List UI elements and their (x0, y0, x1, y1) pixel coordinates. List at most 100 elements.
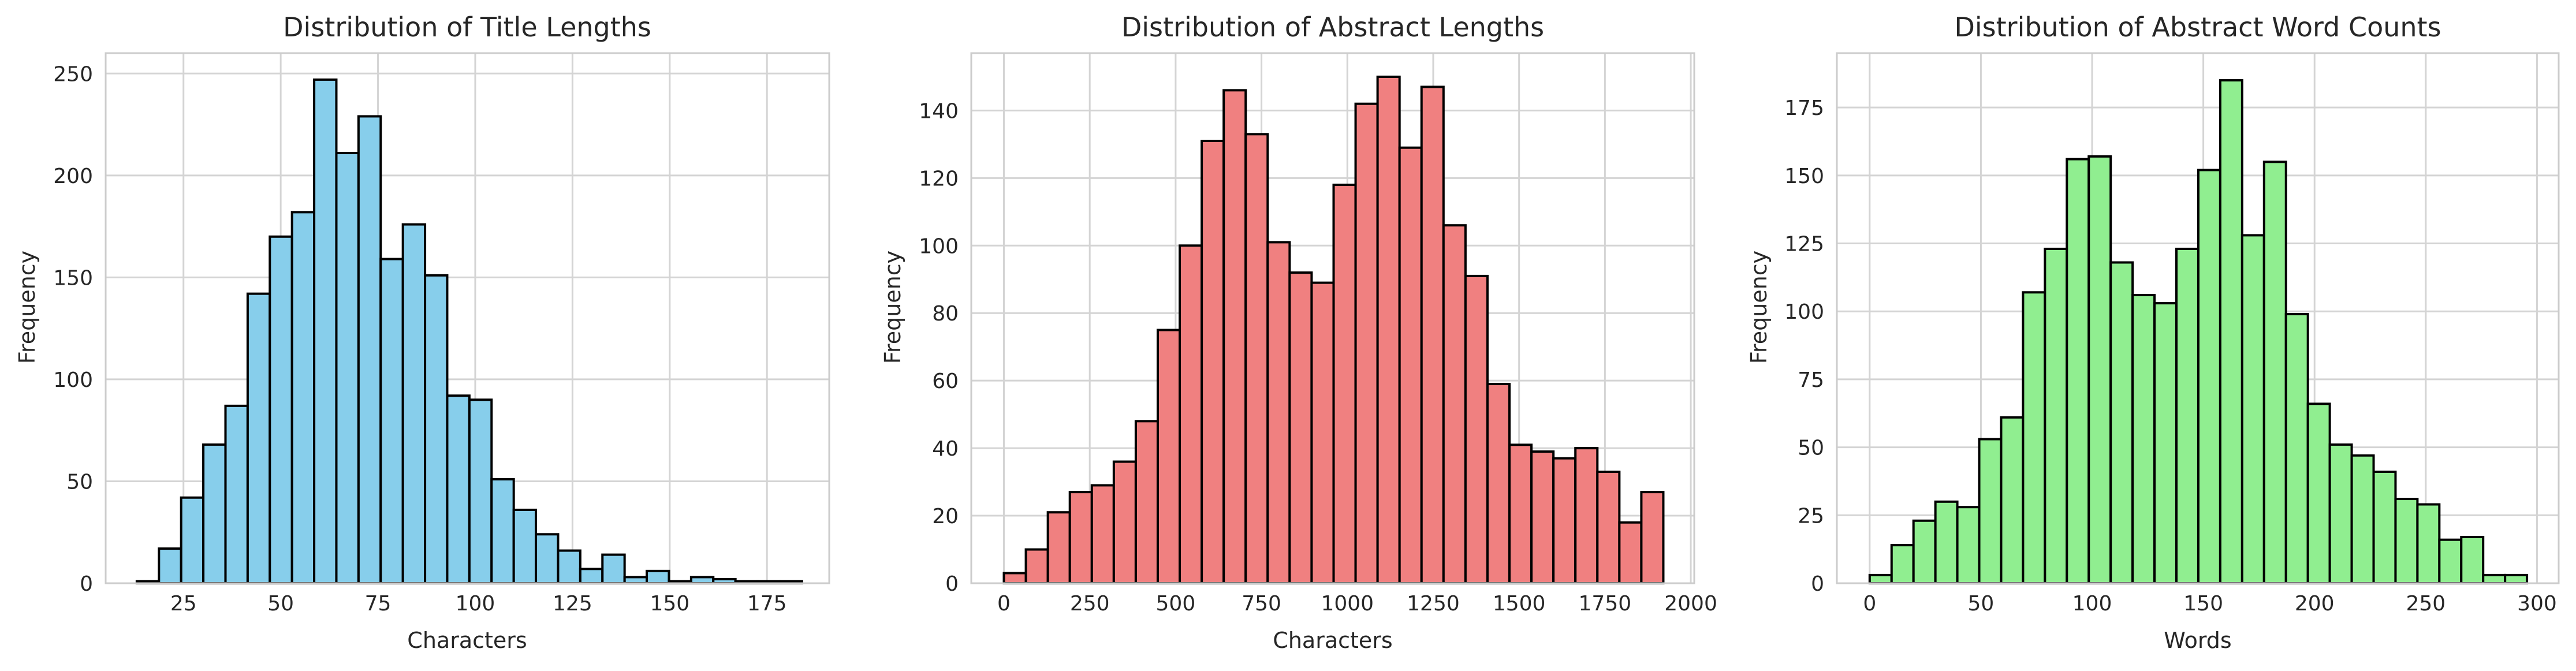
x-tick-label: 0 (997, 592, 1011, 616)
histogram-bar (424, 274, 449, 585)
histogram-bar (1508, 443, 1533, 584)
histogram-bar (1464, 274, 1489, 584)
x-tick-label: 150 (2183, 592, 2223, 616)
histogram-bar (2328, 443, 2353, 585)
y-axis-label: Frequency (14, 251, 40, 364)
subplot-abstract-word-counts: Distribution of Abstract Word Counts Wor… (1746, 12, 2560, 653)
histogram-bar (2000, 416, 2025, 584)
histogram-bar (2241, 234, 2265, 584)
y-tick-label: 100 (1784, 300, 1824, 324)
histogram-bar (1376, 75, 1401, 584)
x-tick-label: 75 (365, 592, 392, 616)
histogram-bar (313, 78, 338, 584)
histogram-bar (535, 533, 560, 584)
x-tick-label: 0 (1863, 592, 1876, 616)
x-tick-labels: 0 250 500 750 1000 1250 1500 1750 2000 (997, 592, 1717, 616)
histogram-bar (2372, 470, 2397, 584)
histogram-bar (1046, 511, 1071, 585)
histogram-bars (135, 78, 803, 585)
histogram-bar (379, 258, 404, 585)
histogram-bar (1024, 548, 1049, 585)
histogram-bar (2306, 402, 2331, 584)
y-tick-label: 100 (53, 368, 93, 392)
histogram-bar (2153, 302, 2178, 584)
histogram-bar (1912, 519, 1937, 585)
histogram-bar (2284, 312, 2309, 584)
histogram-bar (2022, 291, 2046, 584)
y-tick-label: 125 (1784, 233, 1824, 256)
y-axis-label: Frequency (1746, 251, 1772, 364)
histogram-bars (1868, 79, 2529, 585)
subplot-title-lengths: Distribution of Title Lengths Characters… (14, 12, 830, 653)
y-tick-labels: 0 50 100 150 200 250 (53, 62, 93, 596)
y-tick-labels: 0 25 50 75 100 125 150 175 (1784, 96, 1824, 596)
y-tick-label: 120 (919, 167, 959, 191)
histogram-bar (2131, 293, 2156, 584)
histogram-bar (1090, 484, 1115, 584)
histogram-bar (2482, 573, 2507, 585)
y-tick-label: 140 (919, 99, 959, 123)
histogram-bar (468, 398, 493, 584)
histogram-bar (490, 478, 515, 585)
histogram-bar (512, 508, 538, 585)
histogram-bar (1068, 491, 1093, 584)
x-tick-label: 150 (650, 592, 689, 616)
histogram-bar (401, 223, 427, 585)
histogram-bar (269, 235, 293, 584)
histogram-bar (1201, 140, 1225, 585)
y-tick-labels: 0 20 40 60 80 100 120 140 (919, 99, 959, 596)
histogram-bar (2460, 535, 2485, 585)
x-axis-label: Words (2164, 628, 2231, 653)
chart-title: Distribution of Title Lengths (283, 12, 651, 43)
histogram-bar (1574, 447, 1599, 584)
histogram-bar (246, 292, 271, 584)
histogram-bar (557, 549, 581, 584)
x-tick-label: 175 (747, 592, 787, 616)
x-tick-label: 25 (170, 592, 197, 616)
histogram-bar (202, 443, 227, 585)
y-tick-label: 0 (1811, 572, 1824, 596)
histogram-bar (1310, 281, 1335, 584)
x-tick-label: 500 (1156, 592, 1196, 616)
x-tick-label: 100 (2072, 592, 2112, 616)
y-tick-label: 50 (1798, 437, 1824, 460)
x-tick-label: 1000 (1321, 592, 1374, 616)
histogram-bar (2087, 155, 2112, 584)
histogram-bar (1552, 457, 1577, 585)
y-axis-label: Frequency (880, 251, 905, 364)
y-tick-label: 40 (932, 437, 959, 461)
histogram-bar (1530, 450, 1555, 585)
histogram-bar (290, 211, 316, 584)
histogram-bar (180, 496, 205, 585)
y-tick-label: 50 (66, 470, 93, 494)
axes-frame (1836, 52, 2560, 584)
histogram-bar (579, 568, 604, 584)
x-tick-label: 100 (456, 592, 495, 616)
x-tick-label: 250 (1070, 592, 1110, 616)
histogram-bar (2504, 573, 2529, 585)
histogram-bar (446, 394, 471, 585)
histogram-bar (2350, 454, 2375, 584)
histogram-bars (1002, 75, 1665, 585)
x-tick-label: 750 (1242, 592, 1281, 616)
x-tick-labels: 25 50 75 100 125 150 175 (170, 592, 787, 616)
histogram-bar (357, 115, 382, 584)
histogram-bar (1134, 420, 1159, 584)
histogram-bar (1112, 460, 1137, 584)
histogram-bar (623, 576, 648, 585)
histogram-bar (1868, 573, 1893, 585)
histogram-bar (1288, 271, 1313, 584)
histogram-bar (601, 553, 626, 584)
histogram-bar (646, 569, 670, 584)
histogram-bar (2438, 538, 2463, 585)
histogram-bar (1156, 329, 1181, 584)
histogram-bar (689, 576, 715, 585)
histogram-bar (2197, 169, 2221, 584)
histogram-bar (1890, 544, 1915, 584)
histogram-bar (2416, 503, 2441, 584)
histogram-bar (2175, 247, 2200, 584)
histogram-bar (335, 152, 360, 584)
x-tick-label: 1750 (1579, 592, 1632, 616)
histogram-bar (1934, 500, 1959, 584)
